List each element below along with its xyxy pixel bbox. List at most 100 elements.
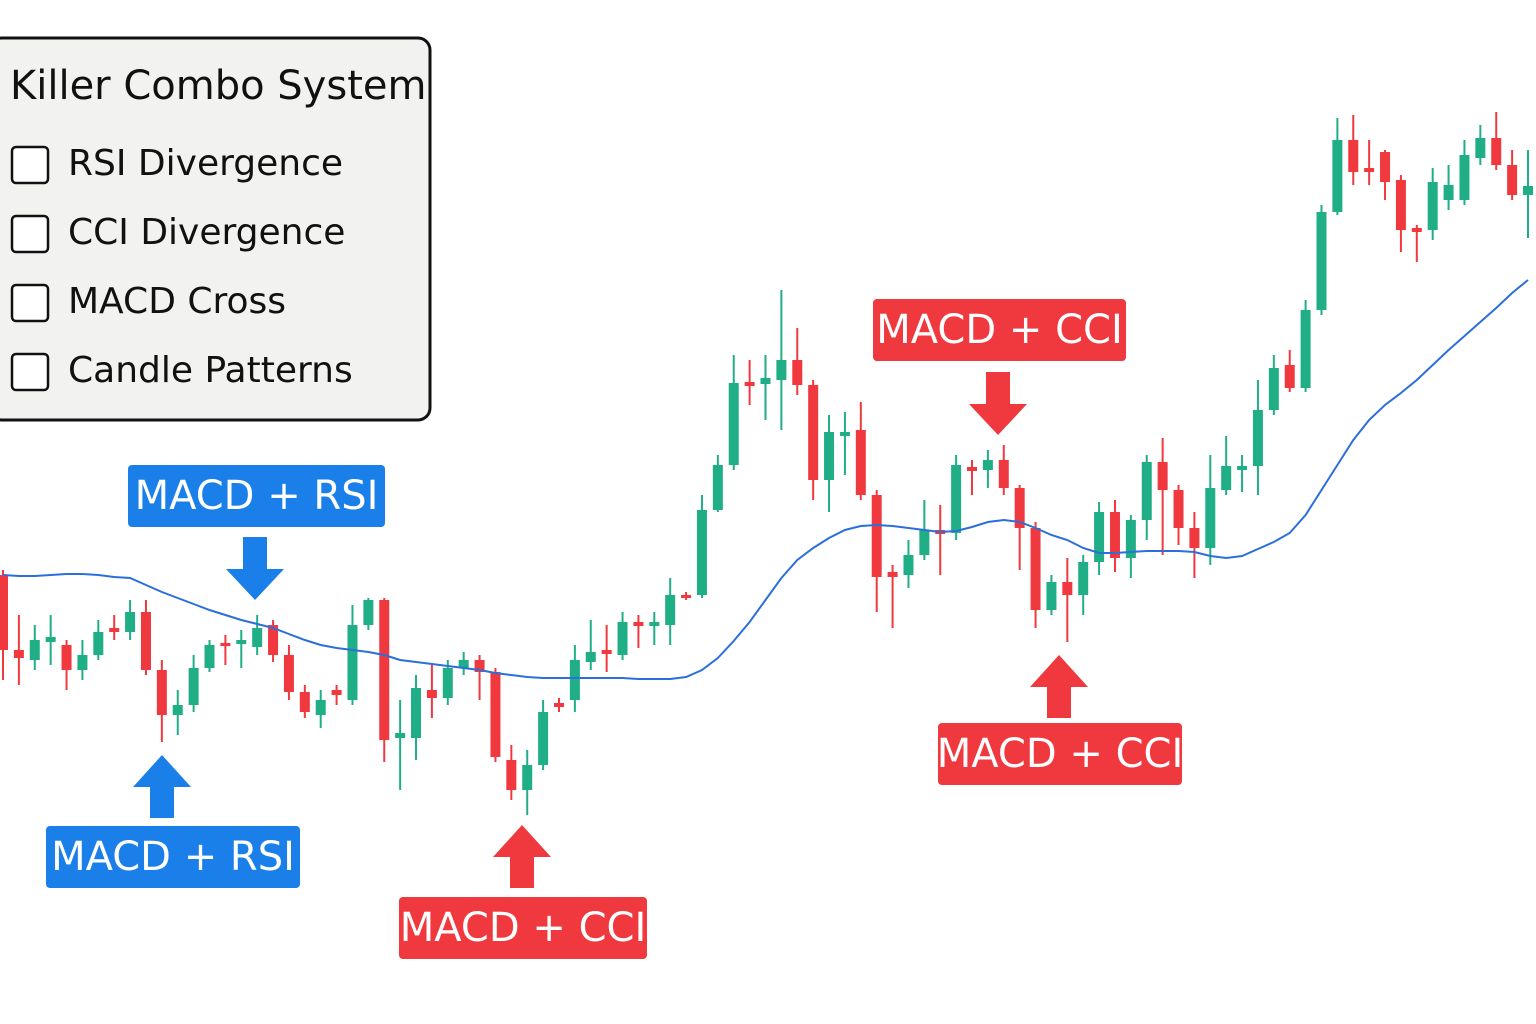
candle-body [824, 432, 835, 480]
candle-body [1475, 138, 1486, 158]
candle-body [1141, 462, 1152, 520]
annotation-label: MACD + CCI [937, 731, 1184, 777]
annotation-box [873, 299, 1126, 361]
annotation: MACD + CCI [937, 655, 1184, 785]
checkbox-item[interactable]: Candle Patterns [10, 350, 353, 392]
candle-body [13, 650, 24, 658]
candle-body [696, 510, 707, 595]
candle-body [808, 385, 819, 480]
candle-body [951, 465, 962, 533]
candle-body [1459, 155, 1470, 200]
candle-body [299, 692, 310, 712]
candle-body [0, 575, 8, 650]
candle-body [538, 712, 549, 765]
annotation-box [46, 826, 300, 888]
annotation-arrow [969, 372, 1027, 435]
candle-body [220, 643, 231, 646]
annotation: MACD + RSI [46, 755, 300, 888]
annotation-arrow [1030, 655, 1088, 718]
candle-body [601, 650, 612, 654]
candle-body [331, 690, 342, 695]
candle-body [1491, 138, 1502, 165]
candle-body [156, 670, 167, 715]
checkbox-label[interactable]: Candle Patterns [68, 350, 353, 391]
candle-body [188, 668, 199, 705]
checkbox-label[interactable]: RSI Divergence [68, 143, 343, 184]
candle-body [585, 652, 596, 662]
candle-body [760, 378, 771, 384]
candle-body [363, 600, 374, 625]
candle-body [1523, 186, 1533, 195]
moving-average [2, 279, 1529, 680]
candle-body [855, 430, 866, 495]
candle-body [93, 632, 104, 655]
candle-body [1443, 185, 1454, 200]
candle-body [1252, 410, 1263, 466]
checkbox-label[interactable]: MACD Cross [68, 281, 286, 322]
candle-body [665, 595, 676, 625]
candle-body [236, 640, 247, 644]
candle-body [252, 628, 263, 647]
candle-body [967, 467, 978, 471]
candle-body [1364, 168, 1375, 172]
checkbox[interactable] [10, 352, 50, 392]
candle-body [1284, 365, 1295, 388]
candle-body [426, 690, 437, 698]
checkbox[interactable] [10, 214, 50, 254]
checkbox[interactable] [10, 283, 50, 323]
candle-body [442, 668, 453, 698]
annotation-label: MACD + RSI [51, 834, 295, 880]
candle-body [871, 495, 882, 577]
candle-body [998, 460, 1009, 488]
candle-body [569, 660, 580, 700]
candle-body [681, 595, 692, 598]
plot [0, 112, 1533, 815]
candle-body [1395, 180, 1406, 230]
annotation-arrow [133, 755, 191, 818]
candle-body [204, 645, 215, 668]
annotations: MACD + RSI MACD + RSI MACD + CCI MACD + CCI… [46, 299, 1183, 959]
candle-body [649, 622, 660, 626]
candle-body [1332, 140, 1343, 212]
candle-body [458, 660, 469, 668]
candle-body [315, 700, 326, 715]
checkbox-item[interactable]: RSI Divergence [10, 143, 343, 185]
annotation-arrow [226, 537, 284, 600]
candle-body [1046, 582, 1057, 610]
annotation-box [938, 723, 1182, 785]
panel-box [0, 36, 432, 422]
annotation-label: MACD + CCI [876, 307, 1123, 353]
candle-body [919, 530, 930, 555]
candle-body [1078, 562, 1089, 595]
candle-body [29, 640, 40, 660]
candle-body [1030, 528, 1041, 610]
candle-body [1125, 520, 1136, 558]
annotation-arrow [493, 825, 551, 888]
candle-body [1237, 466, 1248, 470]
candle-body [1348, 140, 1359, 172]
candle-body [61, 645, 72, 670]
annotation-box [399, 897, 647, 959]
candle-body [125, 612, 136, 632]
candle-body [379, 600, 390, 740]
candle-body [45, 637, 56, 642]
candle-body [395, 733, 406, 738]
candle-body [1221, 466, 1232, 490]
checkbox-label[interactable]: CCI Divergence [68, 212, 345, 253]
candle-body [1380, 152, 1391, 182]
checkbox-item[interactable]: CCI Divergence [10, 212, 345, 254]
candle-body [1507, 165, 1518, 195]
candle-body [633, 622, 644, 626]
annotation: MACD + CCI [399, 825, 647, 959]
candle-body [411, 688, 422, 738]
candle-body [77, 655, 88, 670]
candle-body [347, 625, 358, 700]
candle-body [744, 382, 755, 386]
candle-body [1268, 368, 1279, 410]
candle-body [839, 432, 850, 436]
candle-body [1316, 212, 1327, 310]
checkbox-item[interactable]: MACD Cross [10, 281, 286, 323]
annotation-label: MACD + CCI [400, 905, 647, 951]
checkbox[interactable] [10, 145, 50, 185]
